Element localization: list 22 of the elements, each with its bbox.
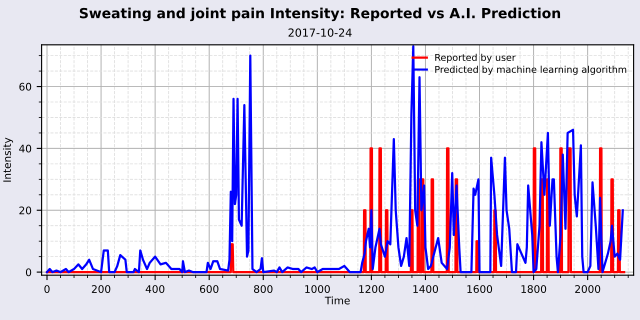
legend-label: Reported by user [435, 54, 516, 63]
legend-label: Predicted by machine learning algorithm [435, 66, 626, 75]
y-tick-label: 60 [19, 82, 32, 91]
y-tick-label: 0 [26, 268, 32, 276]
x-tick-label: 800 [254, 285, 273, 293]
x-tick-label: 200 [92, 285, 110, 293]
x-axis-title: Time [324, 296, 350, 304]
x-tick-label: 1800 [521, 285, 546, 293]
y-axis-title: Intensity [2, 138, 14, 182]
x-tick-label: 2000 [575, 285, 600, 293]
x-tick-label: 600 [200, 285, 218, 293]
chart-subtitle: 2017-10-24 [288, 28, 352, 37]
x-tick-label: 400 [146, 285, 164, 293]
x-tick-label: 1600 [467, 285, 492, 293]
x-tick-label: 1200 [359, 285, 384, 293]
x-tick-label: 0 [44, 285, 50, 293]
y-tick-label: 40 [19, 144, 32, 153]
line-series [46, 147, 626, 274]
chart-title: Sweating and joint pain Intensity: Reported vs A.I. Prediction [80, 8, 560, 22]
x-tick-label: 1400 [413, 285, 438, 293]
y-tick-label: 20 [19, 206, 32, 214]
x-tick-label: 1000 [305, 285, 330, 293]
